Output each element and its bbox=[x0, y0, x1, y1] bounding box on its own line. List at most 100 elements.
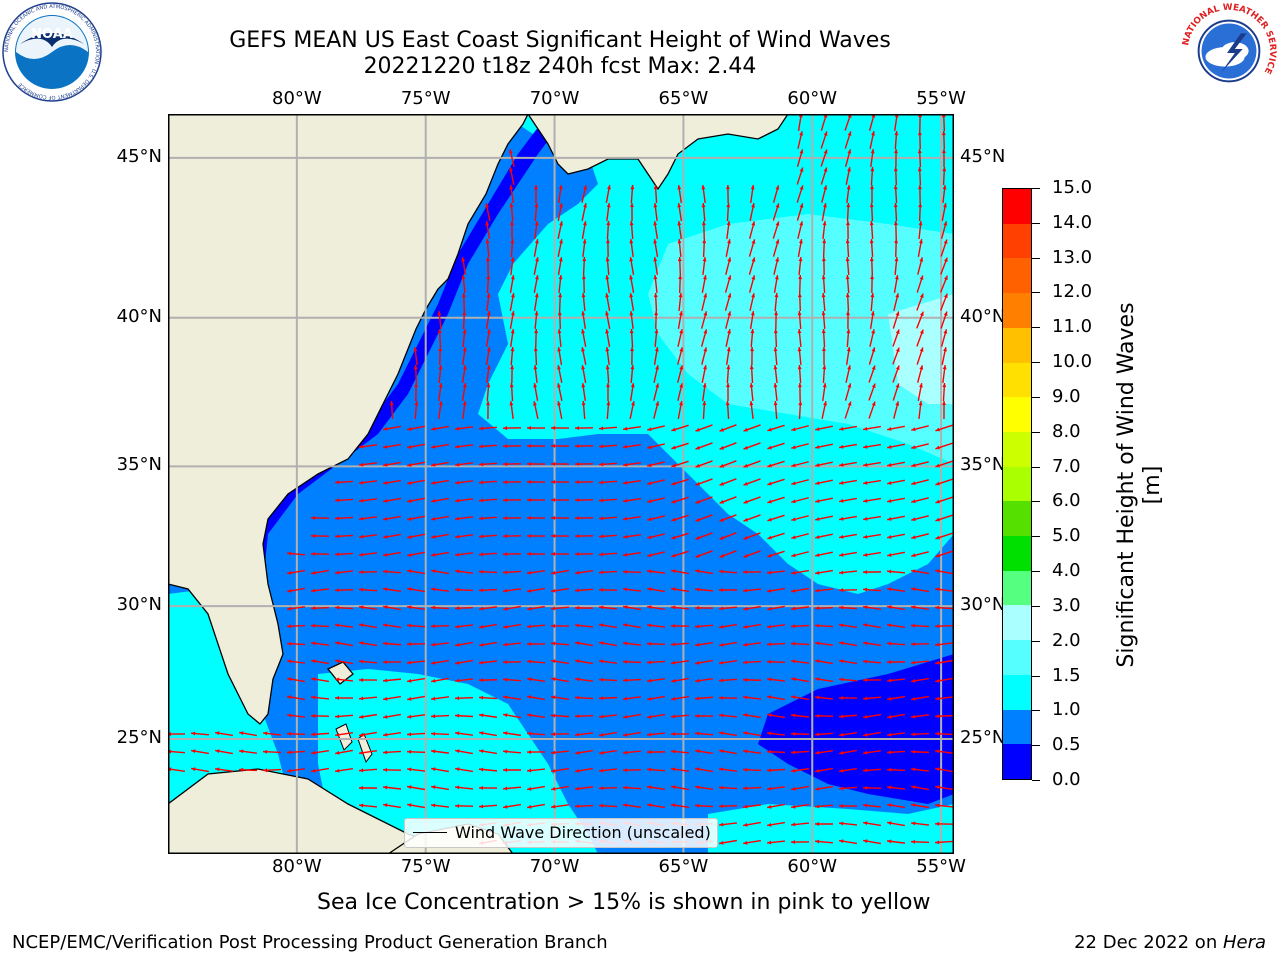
wave-arrow bbox=[557, 184, 563, 204]
wave-arrow bbox=[311, 569, 329, 575]
tick-label: 70°W bbox=[529, 856, 580, 877]
wave-arrow bbox=[935, 550, 953, 558]
wave-arrow bbox=[502, 642, 522, 647]
wave-arrow bbox=[893, 220, 898, 240]
wave-arrow bbox=[406, 714, 426, 719]
wave-arrow bbox=[503, 623, 521, 629]
wave-arrow bbox=[479, 731, 497, 737]
wave-arrow bbox=[790, 641, 810, 646]
wave-arrow bbox=[862, 659, 882, 664]
wave-arrow bbox=[670, 695, 690, 701]
wave-arrow bbox=[791, 515, 809, 522]
wave-arrow bbox=[767, 478, 785, 486]
wave-arrow bbox=[334, 677, 354, 682]
wave-arrow bbox=[894, 130, 899, 150]
wave-arrow bbox=[750, 328, 755, 348]
wave-arrow bbox=[286, 641, 306, 646]
wave-arrow bbox=[262, 749, 282, 754]
wave-arrow bbox=[647, 479, 665, 486]
wave-arrow bbox=[916, 365, 924, 383]
wave-arrow bbox=[910, 642, 930, 647]
wave-arrow bbox=[863, 425, 881, 431]
wave-arrow bbox=[629, 382, 635, 402]
wave-arrow bbox=[526, 677, 546, 683]
colorbar-segment bbox=[1003, 258, 1031, 294]
wave-arrow bbox=[941, 347, 947, 365]
wave-arrow bbox=[935, 569, 953, 575]
wave-arrow bbox=[701, 275, 707, 293]
wave-arrow bbox=[942, 148, 946, 168]
wave-arrow bbox=[334, 588, 354, 593]
wave-arrow bbox=[863, 551, 881, 557]
tick-label: 60°W bbox=[787, 88, 838, 109]
colorbar-tick-label: 13.0 bbox=[1052, 246, 1093, 268]
wave-arrow bbox=[814, 750, 834, 755]
wave-arrow bbox=[749, 400, 754, 420]
wave-arrow bbox=[671, 424, 689, 432]
wave-arrow bbox=[533, 364, 538, 384]
wave-arrow bbox=[454, 785, 474, 790]
colorbar-tick-label: 10.0 bbox=[1052, 351, 1093, 373]
wave-arrow bbox=[743, 478, 761, 486]
wave-arrow bbox=[934, 696, 954, 701]
wave-arrow bbox=[557, 365, 563, 383]
wave-arrow bbox=[646, 785, 666, 791]
colorbar-segment bbox=[1003, 397, 1031, 432]
wave-arrow bbox=[845, 365, 851, 383]
wave-arrow bbox=[430, 803, 450, 808]
wave-arrow bbox=[509, 382, 514, 402]
wave-arrow bbox=[622, 515, 642, 521]
wave-arrow bbox=[910, 749, 930, 754]
wave-arrow bbox=[725, 239, 731, 257]
wave-arrow bbox=[694, 605, 714, 610]
wave-arrow bbox=[647, 443, 665, 450]
wave-arrow bbox=[510, 220, 514, 240]
wave-arrow bbox=[695, 767, 713, 773]
wave-arrow bbox=[677, 329, 684, 347]
wave-arrow bbox=[911, 479, 929, 486]
wave-arrow bbox=[437, 310, 442, 330]
wave-arrow bbox=[581, 203, 587, 221]
wave-arrow bbox=[558, 292, 563, 312]
wave-arrow bbox=[533, 383, 539, 401]
wave-arrow bbox=[509, 275, 515, 293]
wave-arrow bbox=[622, 497, 642, 503]
wave-arrow bbox=[358, 768, 378, 773]
wave-arrow bbox=[359, 623, 377, 629]
wave-arrow bbox=[598, 426, 618, 431]
wave-arrow bbox=[695, 659, 713, 665]
wave-arrow bbox=[486, 400, 490, 420]
wave-arrow bbox=[772, 239, 780, 257]
colorbar-segment bbox=[1003, 605, 1031, 641]
wave-arrow bbox=[911, 677, 929, 683]
wave-arrow bbox=[478, 678, 498, 683]
wave-arrow bbox=[774, 292, 779, 312]
wave-arrow bbox=[940, 311, 948, 329]
wave-arrow bbox=[766, 840, 786, 845]
wave-arrow bbox=[742, 642, 762, 647]
wave-arrow bbox=[286, 713, 306, 718]
wave-arrow bbox=[334, 498, 354, 503]
wave-arrow bbox=[814, 732, 834, 737]
wave-arrow bbox=[766, 749, 786, 754]
wave-arrow bbox=[677, 203, 683, 221]
wave-arrow bbox=[605, 293, 611, 311]
wave-arrow bbox=[605, 185, 611, 203]
canada-land bbox=[527, 114, 789, 191]
wave-arrow bbox=[358, 462, 378, 467]
wave-arrow bbox=[582, 238, 587, 258]
wave-arrow bbox=[839, 551, 857, 557]
wave-arrow bbox=[791, 569, 809, 575]
wave-arrow bbox=[654, 328, 659, 348]
colorbar-segment bbox=[1003, 431, 1031, 467]
wave-arrow bbox=[719, 478, 737, 486]
wave-arrow bbox=[797, 382, 802, 402]
wave-arrow bbox=[383, 533, 401, 539]
wave-arrow bbox=[550, 641, 570, 646]
wave-arrow bbox=[550, 425, 570, 430]
wave-arrow bbox=[509, 293, 515, 311]
wave-arrow bbox=[334, 570, 354, 575]
wave-arrow bbox=[262, 768, 282, 773]
wave-arrow bbox=[749, 203, 755, 221]
wave-arrow bbox=[892, 311, 900, 329]
